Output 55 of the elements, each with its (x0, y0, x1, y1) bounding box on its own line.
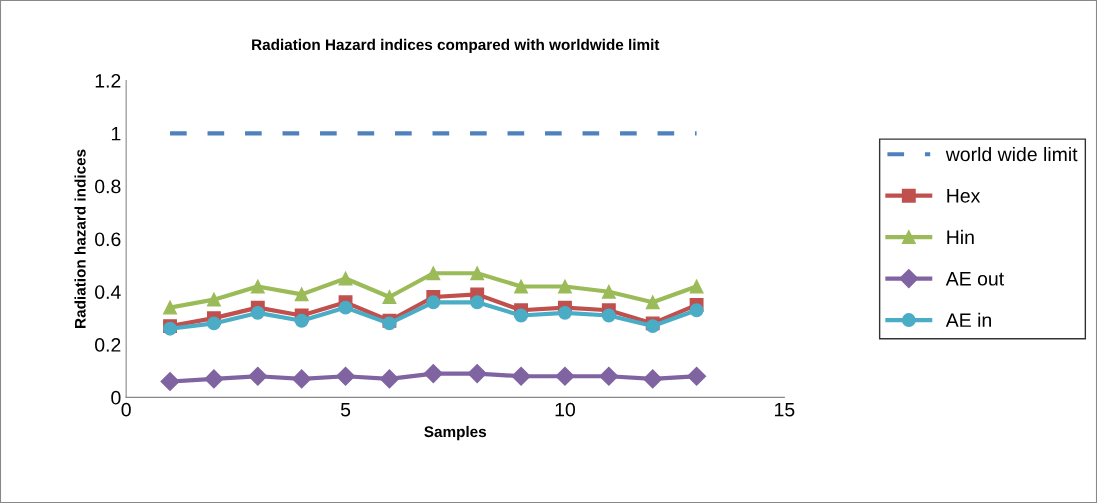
y-tick-label: 0.4 (95, 285, 121, 299)
point (470, 266, 485, 281)
point (558, 305, 572, 320)
x-axis-title: Samples (424, 425, 487, 441)
legend-label: AE in (945, 312, 991, 327)
point (338, 271, 353, 286)
point (206, 316, 221, 331)
point (470, 295, 485, 310)
y-tick-label: 1 (111, 126, 121, 141)
legend-label: Hin (947, 229, 974, 244)
point (206, 292, 221, 307)
point (643, 369, 663, 389)
point (294, 287, 309, 302)
point (250, 279, 265, 294)
x-tick-label: 10 (555, 402, 576, 417)
legend-label: AE out (945, 272, 1004, 286)
point (163, 300, 177, 315)
point (292, 369, 312, 389)
point (379, 369, 399, 389)
legend-label: world wide limit (945, 146, 1078, 162)
point (467, 364, 487, 384)
point (382, 290, 397, 304)
y-tick-label: 1.2 (95, 73, 121, 88)
point (689, 303, 704, 318)
legend-label: Hex (947, 189, 981, 203)
point (338, 300, 353, 315)
y-axis-title: Radiation hazard indices (74, 149, 86, 328)
point (160, 371, 180, 392)
y-tick-label: 0.2 (95, 338, 121, 352)
point (601, 308, 616, 323)
point (248, 366, 268, 386)
point (599, 366, 619, 386)
point (423, 364, 443, 384)
x-tick-label: 15 (775, 402, 795, 417)
y-tick-label: 0.6 (95, 232, 121, 247)
point (689, 279, 704, 294)
chart-title: Radiation Hazard indices compared with worldwide limit (252, 38, 660, 54)
point (514, 308, 529, 323)
point (250, 305, 265, 320)
point (558, 279, 572, 294)
point (204, 369, 224, 389)
point (601, 284, 616, 299)
point (511, 366, 531, 386)
point (555, 366, 575, 386)
point (426, 266, 441, 281)
point (687, 366, 707, 386)
point (294, 313, 309, 328)
y-tick-label: 0.8 (95, 179, 121, 194)
point (426, 295, 441, 310)
x-tick-label: 5 (340, 402, 351, 417)
y-tick-label: 0 (111, 390, 121, 405)
point (514, 279, 529, 294)
point (645, 295, 660, 310)
point (336, 366, 356, 386)
x-tick-label: 0 (121, 402, 131, 417)
